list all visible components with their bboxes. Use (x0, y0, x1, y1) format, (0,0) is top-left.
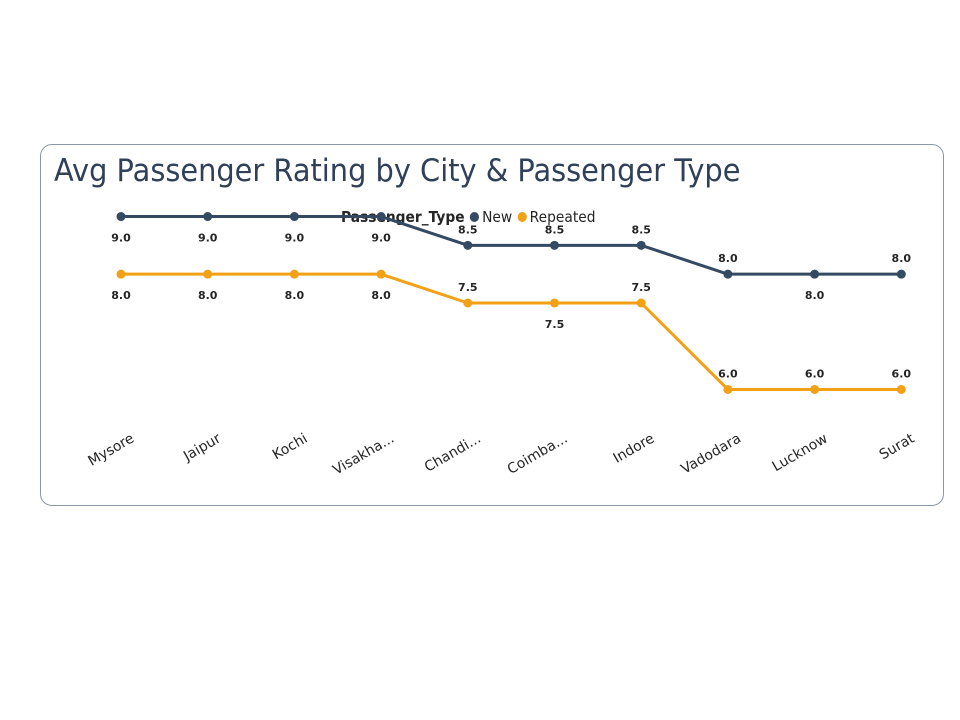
data-point-repeated[interactable] (723, 384, 733, 394)
data-point-new[interactable] (116, 212, 126, 222)
data-point-repeated[interactable] (203, 269, 213, 279)
data-point-repeated[interactable] (463, 298, 473, 308)
data-label-repeated: 8.0 (198, 289, 218, 302)
data-label-new: 8.5 (631, 223, 651, 236)
data-label-new: 9.0 (285, 232, 305, 245)
x-tick-label: Mysore (85, 431, 137, 470)
data-point-repeated[interactable] (810, 384, 820, 394)
data-point-repeated[interactable] (550, 298, 559, 308)
data-point-new[interactable] (289, 212, 299, 222)
data-label-repeated: 7.5 (545, 318, 565, 331)
data-point-repeated[interactable] (289, 269, 299, 279)
data-point-new[interactable] (636, 240, 646, 250)
data-label-new: 8.0 (892, 252, 912, 265)
x-tick-label: Indore (611, 431, 658, 467)
data-label-new: 9.0 (198, 232, 218, 245)
data-label-new: 8.5 (458, 223, 478, 236)
x-tick-label: Lucknow (770, 431, 831, 475)
data-point-new[interactable] (376, 212, 386, 222)
data-point-new[interactable] (463, 240, 473, 250)
chart-title: Avg Passenger Rating by City & Passenger… (54, 153, 741, 189)
series-line-repeated (121, 272, 902, 391)
legend-dot-new (470, 212, 480, 222)
x-tick-label: Jaipur (180, 430, 224, 465)
data-label-repeated: 6.0 (718, 367, 738, 380)
data-label-repeated: 7.5 (631, 281, 651, 294)
data-label-new: 9.0 (111, 232, 131, 245)
data-point-new[interactable] (203, 212, 213, 222)
data-label-new: 8.5 (545, 223, 565, 236)
data-point-new[interactable] (896, 269, 906, 279)
legend-dot-repeated (517, 212, 527, 222)
data-point-repeated[interactable] (116, 269, 126, 279)
data-label-repeated: 7.5 (458, 281, 478, 294)
x-tick-label: Kochi (270, 431, 310, 464)
legend-label-new: New (482, 208, 513, 226)
data-point-repeated[interactable] (376, 269, 386, 279)
legend-label-repeated: Repeated (529, 208, 596, 226)
data-label-new: 8.0 (718, 252, 738, 265)
series-line-new (121, 215, 902, 276)
data-point-repeated[interactable] (636, 298, 646, 308)
legend-item-new[interactable]: New (470, 208, 512, 226)
x-tick-label: Visakha... (330, 431, 397, 479)
data-label-new: 9.0 (371, 232, 391, 245)
x-tick-label: Coimba... (505, 431, 571, 478)
chart-legend: Passenger_Type New Repeated (341, 208, 601, 226)
data-label-repeated: 8.0 (371, 289, 391, 302)
data-label-repeated: 6.0 (805, 367, 825, 380)
data-point-new[interactable] (810, 269, 820, 279)
data-label-new: 8.0 (805, 289, 825, 302)
data-label-repeated: 8.0 (111, 289, 131, 302)
legend-title: Passenger_Type (341, 208, 465, 226)
data-label-repeated: 8.0 (285, 289, 305, 302)
chart-card: Avg Passenger Rating by City & Passenger… (40, 144, 944, 506)
data-point-repeated[interactable] (896, 384, 906, 394)
data-label-repeated: 6.0 (892, 367, 912, 380)
x-tick-label: Chandi... (422, 431, 484, 476)
line-chart-plot: 9.0 9.0 9.0 9.0 8.5 8.5 8.5 8.0 8.0 8.0 8.0 8.0 8.0 8… (85, 212, 918, 479)
x-tick-label: Surat (877, 430, 918, 463)
x-tick-label: Vadodara (678, 431, 743, 478)
data-point-new[interactable] (550, 240, 559, 250)
data-point-new[interactable] (723, 269, 733, 279)
legend-item-repeated[interactable]: Repeated (517, 208, 596, 226)
